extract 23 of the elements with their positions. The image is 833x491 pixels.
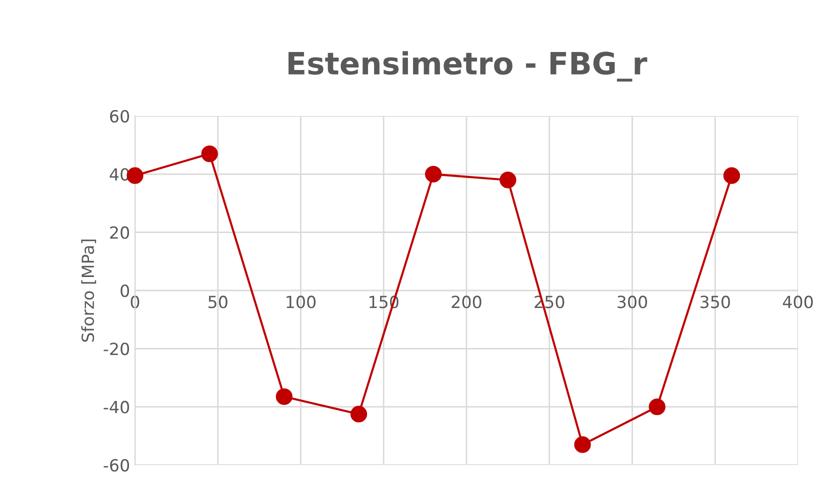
y-axis-title: Sforzo [MPa]: [81, 240, 96, 342]
y-tick-label: -60: [104, 458, 130, 472]
point: [648, 398, 666, 416]
x-tick-label: 100: [286, 296, 316, 308]
y-tick-label: -40: [104, 400, 130, 414]
point: [500, 172, 516, 188]
x-tick-label: 400: [782, 296, 813, 308]
y-tick-label: -20: [104, 342, 130, 356]
point: [276, 388, 293, 405]
y-tick-label: 0: [120, 284, 130, 298]
x-tick-label: 200: [452, 296, 482, 308]
x-tick-label: 300: [618, 296, 648, 308]
x-tick-label: 50: [208, 296, 228, 308]
point: [201, 145, 218, 162]
y-tick-label: 60: [110, 110, 130, 123]
point: [574, 436, 591, 453]
point: [350, 406, 368, 422]
point: [723, 167, 740, 184]
y-tick-label: 20: [110, 226, 130, 239]
point: [425, 166, 442, 182]
point: [126, 167, 144, 184]
chart-title: Estensimetro - FBG_r: [288, 51, 648, 82]
x-tick-label: 350: [700, 296, 730, 308]
